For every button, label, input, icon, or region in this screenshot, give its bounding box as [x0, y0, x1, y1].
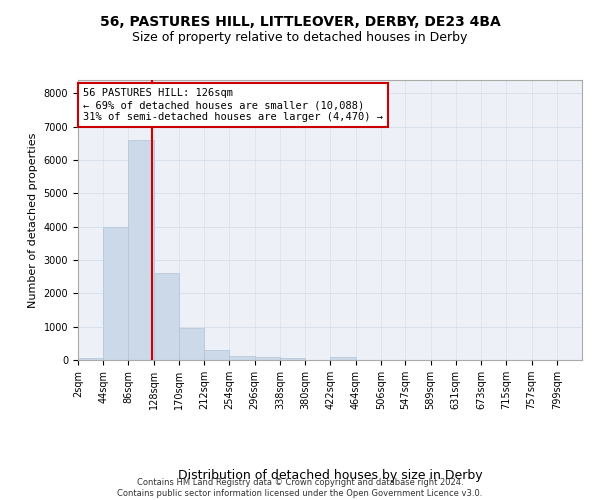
Text: Contains HM Land Registry data © Crown copyright and database right 2024.
Contai: Contains HM Land Registry data © Crown c… — [118, 478, 482, 498]
Bar — [128, 140, 154, 360]
Text: 56, PASTURES HILL, LITTLEOVER, DERBY, DE23 4BA: 56, PASTURES HILL, LITTLEOVER, DERBY, DE… — [100, 16, 500, 30]
Bar — [78, 358, 103, 360]
Bar — [254, 356, 280, 360]
Text: 56 PASTURES HILL: 126sqm
← 69% of detached houses are smaller (10,088)
31% of se: 56 PASTURES HILL: 126sqm ← 69% of detach… — [83, 88, 383, 122]
Bar — [204, 350, 229, 360]
Text: Size of property relative to detached houses in Derby: Size of property relative to detached ho… — [133, 31, 467, 44]
Bar — [179, 328, 204, 360]
Text: Distribution of detached houses by size in Derby: Distribution of detached houses by size … — [178, 468, 482, 481]
Y-axis label: Number of detached properties: Number of detached properties — [28, 132, 38, 308]
Bar — [154, 274, 179, 360]
Bar — [103, 226, 128, 360]
Bar — [280, 358, 305, 360]
Bar — [229, 356, 254, 360]
Bar — [331, 357, 356, 360]
